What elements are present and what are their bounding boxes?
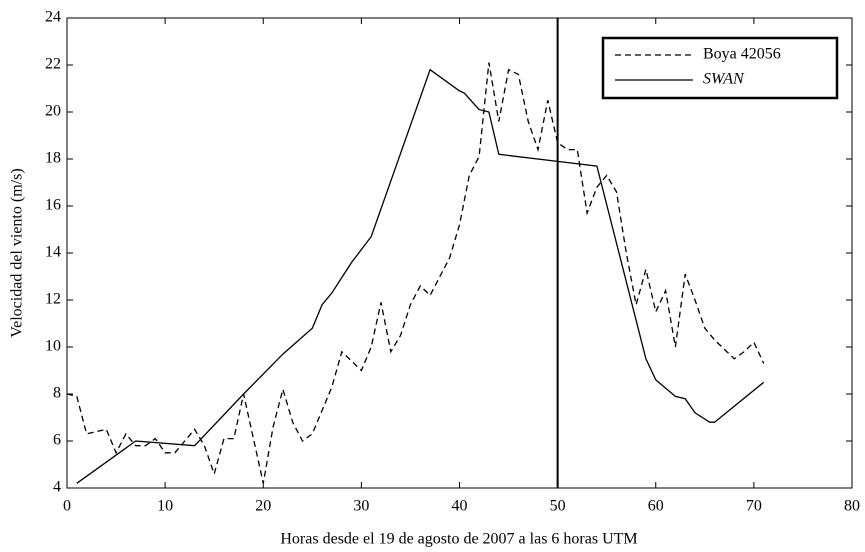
- y-tick-label: 18: [45, 150, 61, 167]
- y-tick-label: 22: [45, 56, 61, 73]
- y-tick-label: 14: [45, 244, 61, 261]
- y-axis-label: Velocidad del viento (m/s): [9, 168, 26, 337]
- x-tick-label: 10: [157, 498, 173, 515]
- data-line: [66, 62, 765, 484]
- legend-label: Boya 42056: [703, 46, 781, 63]
- y-tick-label: 6: [53, 432, 61, 449]
- y-tick-label: 8: [53, 385, 61, 402]
- y-tick-label: 16: [45, 197, 61, 214]
- legend-label: SWAN: [703, 71, 745, 88]
- x-tick-label: 0: [63, 498, 71, 515]
- legend-box: [601, 36, 839, 100]
- data-line: [76, 68, 765, 484]
- y-tick-label: 24: [45, 9, 61, 26]
- y-tick-label: 20: [45, 103, 61, 120]
- x-axis-label: Horas desde el 19 de agosto de 2007 a la…: [280, 531, 637, 548]
- x-tick-label: 80: [844, 498, 860, 515]
- x-tick-label: 50: [550, 498, 566, 515]
- y-tick-label: 12: [45, 291, 61, 308]
- y-tick-label: 10: [45, 338, 61, 355]
- x-tick-label: 40: [452, 498, 468, 515]
- x-tick-label: 70: [746, 498, 762, 515]
- x-tick-label: 60: [648, 498, 664, 515]
- x-tick-label: 30: [353, 498, 369, 515]
- x-tick-label: 20: [255, 498, 271, 515]
- y-tick-label: 4: [53, 479, 61, 496]
